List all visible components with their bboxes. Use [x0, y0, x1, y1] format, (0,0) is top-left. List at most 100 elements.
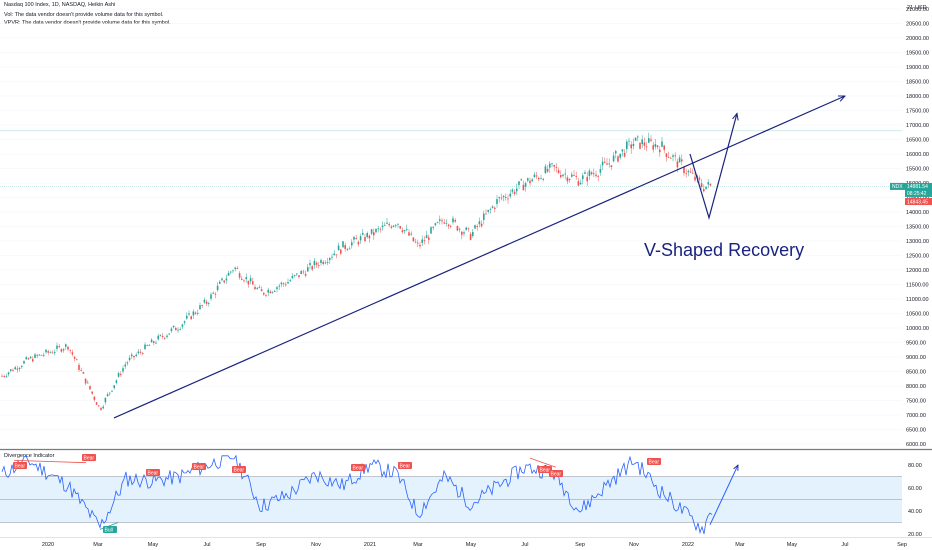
time-axis[interactable]: 2020 Mar May Jul Sep Nov 2021 Mar May Jul Sep Nov 20…	[0, 537, 932, 549]
bear-badge-label: Bear	[84, 456, 95, 462]
candle-body	[82, 372, 85, 374]
candle-body	[311, 266, 313, 270]
candle-body	[491, 206, 494, 208]
candle-body	[252, 281, 254, 285]
candle-body	[381, 225, 384, 228]
candle-body	[375, 228, 377, 233]
bear-divergence-line	[529, 457, 557, 468]
candle-body	[164, 337, 166, 339]
candle-body	[384, 225, 386, 226]
candle-body	[212, 292, 214, 294]
candle-body	[131, 354, 133, 357]
candle-body	[630, 144, 632, 149]
candle-body	[546, 168, 549, 172]
candle-body	[62, 349, 65, 351]
price-tick-label: 12000.00	[906, 268, 929, 274]
candle-body	[619, 153, 621, 158]
candle-body	[73, 356, 76, 359]
candle-body	[322, 261, 324, 264]
candles	[1, 132, 712, 411]
candle-body	[359, 236, 362, 241]
bear-badge	[13, 462, 27, 469]
candle-body	[183, 321, 186, 323]
candle-body	[661, 141, 663, 147]
candle-body	[188, 313, 190, 315]
candle-body	[230, 271, 232, 273]
candle-body	[410, 233, 412, 235]
candle-body	[370, 229, 373, 234]
candle-body	[113, 385, 115, 388]
candle-body	[452, 218, 454, 223]
candle-body	[509, 193, 511, 197]
candle-body	[615, 151, 617, 154]
price-tick-label: 9000.00	[906, 355, 926, 361]
candle-body	[197, 312, 199, 314]
candle-body	[84, 378, 87, 384]
candle-body	[408, 232, 410, 236]
candle-body	[401, 230, 404, 233]
candle-body	[474, 225, 476, 229]
candle-body	[331, 256, 333, 258]
price-tick-label: 16500.00	[906, 138, 929, 144]
price-tick-label: 9500.00	[906, 341, 926, 347]
ha-price-tag	[905, 198, 932, 206]
indicator-tick-label: 20.00	[908, 532, 922, 538]
bear-badge-label: Bear	[400, 464, 411, 470]
candle-body	[683, 167, 685, 174]
candle-body	[126, 362, 129, 364]
price-tick-label: 8500.00	[906, 370, 926, 376]
candle-body	[58, 346, 60, 347]
candle-body	[102, 406, 104, 409]
candle-body	[390, 226, 393, 228]
candle-body	[663, 145, 665, 150]
candle-body	[463, 232, 465, 234]
candle-body	[685, 173, 687, 175]
candle-body	[656, 145, 659, 147]
price-tick-label: 11000.00	[906, 297, 929, 303]
bear-badge-label: Bear	[194, 465, 205, 471]
candle-body	[21, 366, 23, 368]
candle-body	[216, 285, 219, 291]
price-tick-label: 20500.00	[906, 22, 929, 28]
oscillator-line	[1, 454, 713, 535]
candle-body	[498, 197, 500, 199]
candle-body	[263, 292, 265, 295]
candle-body	[150, 339, 153, 343]
candle-body	[421, 239, 423, 243]
candle-body	[511, 189, 514, 192]
bear-badge-label: Bear	[649, 460, 660, 466]
candle-body	[494, 207, 496, 209]
candle-body	[326, 262, 329, 263]
candle-body	[674, 155, 676, 157]
candle-body	[214, 293, 217, 295]
candle-body	[626, 141, 628, 150]
candle-body	[346, 249, 349, 250]
trendline-layer: V-Shaped Recovery	[113, 95, 845, 419]
vpvr-notice: VPVR: The data vendor doesn't provide vo…	[4, 20, 171, 26]
candle-body	[56, 345, 58, 349]
time-tick-label: 2020	[42, 542, 54, 548]
candle-body	[258, 287, 261, 289]
price-tick-label: 8000.00	[906, 384, 926, 390]
candle-body	[639, 142, 641, 149]
candle-body	[487, 209, 489, 212]
candle-body	[32, 359, 34, 362]
candle-body	[190, 316, 192, 320]
candle-body	[3, 376, 5, 377]
candle-body	[397, 223, 399, 225]
candle-body	[535, 175, 538, 177]
candle-body	[124, 364, 126, 367]
candle-body	[298, 275, 300, 277]
candle-body	[465, 227, 467, 230]
time-tick-label: Jul	[203, 542, 210, 548]
candle-body	[122, 368, 124, 372]
bear-badge-label: Bear	[540, 468, 551, 474]
candle-body	[153, 341, 155, 343]
bear-badge-label: Bear	[353, 466, 364, 472]
candle-body	[93, 396, 96, 400]
candle-body	[538, 177, 540, 180]
candle-body	[388, 223, 390, 226]
price-tick-label: 19000.00	[906, 65, 929, 71]
